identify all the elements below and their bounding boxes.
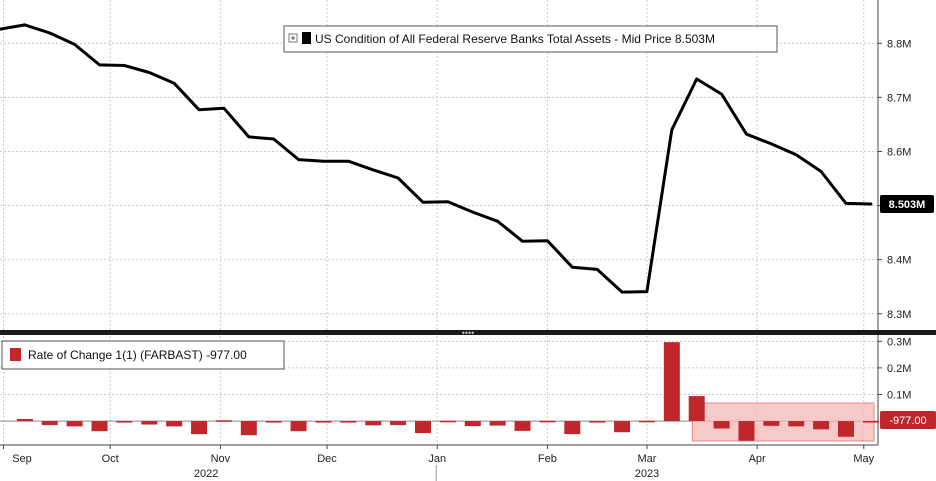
roc-bar-2023-02-22 (614, 421, 631, 433)
x-tick-label-sep: Sep (12, 453, 32, 465)
last-value-bottom-bg (880, 411, 936, 429)
roc-bar-2023-04-12 (788, 421, 805, 427)
roc-bar-2022-12-14 (365, 421, 382, 426)
roc-bar-2022-11-16 (265, 421, 282, 423)
legend-top-label: US Condition of All Federal Reserve Bank… (315, 32, 715, 46)
x-tick-label-apr: Apr (749, 453, 766, 465)
year-label-2022: 2022 (194, 468, 218, 480)
legend-bottom: Rate of Change 1(1) (FARBAST) -977.00 (1, 340, 285, 370)
roc-bar-2023-03-29 (738, 421, 755, 441)
roc-bar-2023-05-03 (862, 421, 879, 423)
bottom-y-tick-label: 0.3M (887, 336, 911, 348)
roc-bar-2023-01-18 (489, 421, 506, 426)
x-tick-label-mar: Mar (637, 453, 656, 465)
roc-bar-2022-09-14 (41, 421, 58, 426)
x-tick-label-nov: Nov (211, 453, 231, 465)
roc-bar-2023-03-15 (688, 396, 705, 422)
bottom-y-axis: 0.1M 0.2M 0.3M (878, 336, 911, 401)
roc-bar-2023-04-05 (763, 421, 780, 426)
roc-bar-2022-12-07 (340, 421, 357, 423)
last-value-top-bg (880, 194, 934, 213)
roc-bar-2022-11-02 (215, 420, 232, 422)
roc-bar-2022-12-21 (390, 421, 407, 426)
roc-bar-2023-01-25 (514, 421, 531, 431)
x-tick-label-dec: Dec (317, 453, 337, 465)
x-tick-label-jan: Jan (428, 453, 446, 465)
roc-bar-2023-03-01 (638, 420, 655, 423)
top-y-tick-label: 8.3M (887, 309, 911, 321)
roc-bar-2023-02-08 (564, 421, 581, 435)
x-tick-label-may: May (853, 453, 874, 465)
roc-bar-2022-09-28 (91, 421, 108, 432)
roc-bar-2022-10-26 (191, 421, 208, 435)
last-value-label-bottom: -977.00 (880, 411, 936, 429)
last-value-top-text: 8.503M (889, 199, 926, 211)
panel-divider (0, 330, 936, 335)
top-y-tick-label: 8.6M (887, 146, 911, 158)
legend-top-box (283, 25, 778, 53)
roc-bar-2022-09-21 (66, 421, 83, 427)
last-value-bottom-text: -977.00 (889, 415, 926, 427)
roc-bar-2022-09-07 (16, 418, 33, 422)
roc-bar-2023-02-15 (589, 421, 606, 423)
roc-bar-2022-10-19 (166, 421, 183, 427)
top-y-axis: 8.3M8.4M8.5M8.6M8.7M8.8M (878, 38, 911, 321)
divider-dots: •••• (462, 328, 475, 338)
roc-bar-2023-04-19 (813, 421, 830, 430)
roc-bar-2023-03-08 (663, 342, 680, 422)
roc-bar-2023-01-04 (439, 420, 456, 423)
top-y-tick-label: 8.7M (887, 92, 911, 104)
x-tick-label-oct: Oct (102, 453, 119, 465)
roc-bar-2023-04-26 (838, 421, 855, 437)
roc-bar-2022-11-09 (240, 421, 257, 436)
roc-bar-2022-10-12 (141, 421, 158, 425)
legend-bottom-swatch (10, 348, 21, 361)
last-value-label-top: 8.503M (880, 194, 934, 213)
bottom-y-tick-label: 0.1M (887, 389, 911, 401)
x-tick-label-feb: Feb (538, 453, 557, 465)
roc-bar-2022-11-30 (315, 421, 332, 423)
x-axis: Sep Oct Nov Dec Jan Feb Mar Apr May 2022 2023 (3, 445, 875, 481)
roc-bar-2023-02-01 (539, 420, 556, 423)
roc-bar-2023-03-22 (713, 421, 730, 429)
roc-bar-2022-10-05 (116, 421, 133, 423)
top-panel-grid (0, 0, 878, 330)
roc-bar-2023-01-11 (464, 421, 481, 427)
total-assets-line (0, 23, 873, 294)
legend-bottom-label: Rate of Change 1(1) (FARBAST) -977.00 (28, 348, 247, 362)
roc-bars (16, 342, 879, 441)
legend-bottom-box (1, 340, 285, 370)
year-label-2023: 2023 (635, 468, 659, 480)
roc-bar-2022-12-28 (415, 421, 432, 434)
top-y-tick-label: 8.8M (887, 38, 911, 50)
roc-bar-2022-11-23 (290, 421, 307, 432)
top-y-tick-label: 8.4M (887, 255, 911, 267)
legend-top: US Condition of All Federal Reserve Bank… (283, 25, 778, 53)
bottom-y-tick-label: 0.2M (887, 363, 911, 375)
legend-top-swatch (302, 32, 311, 44)
